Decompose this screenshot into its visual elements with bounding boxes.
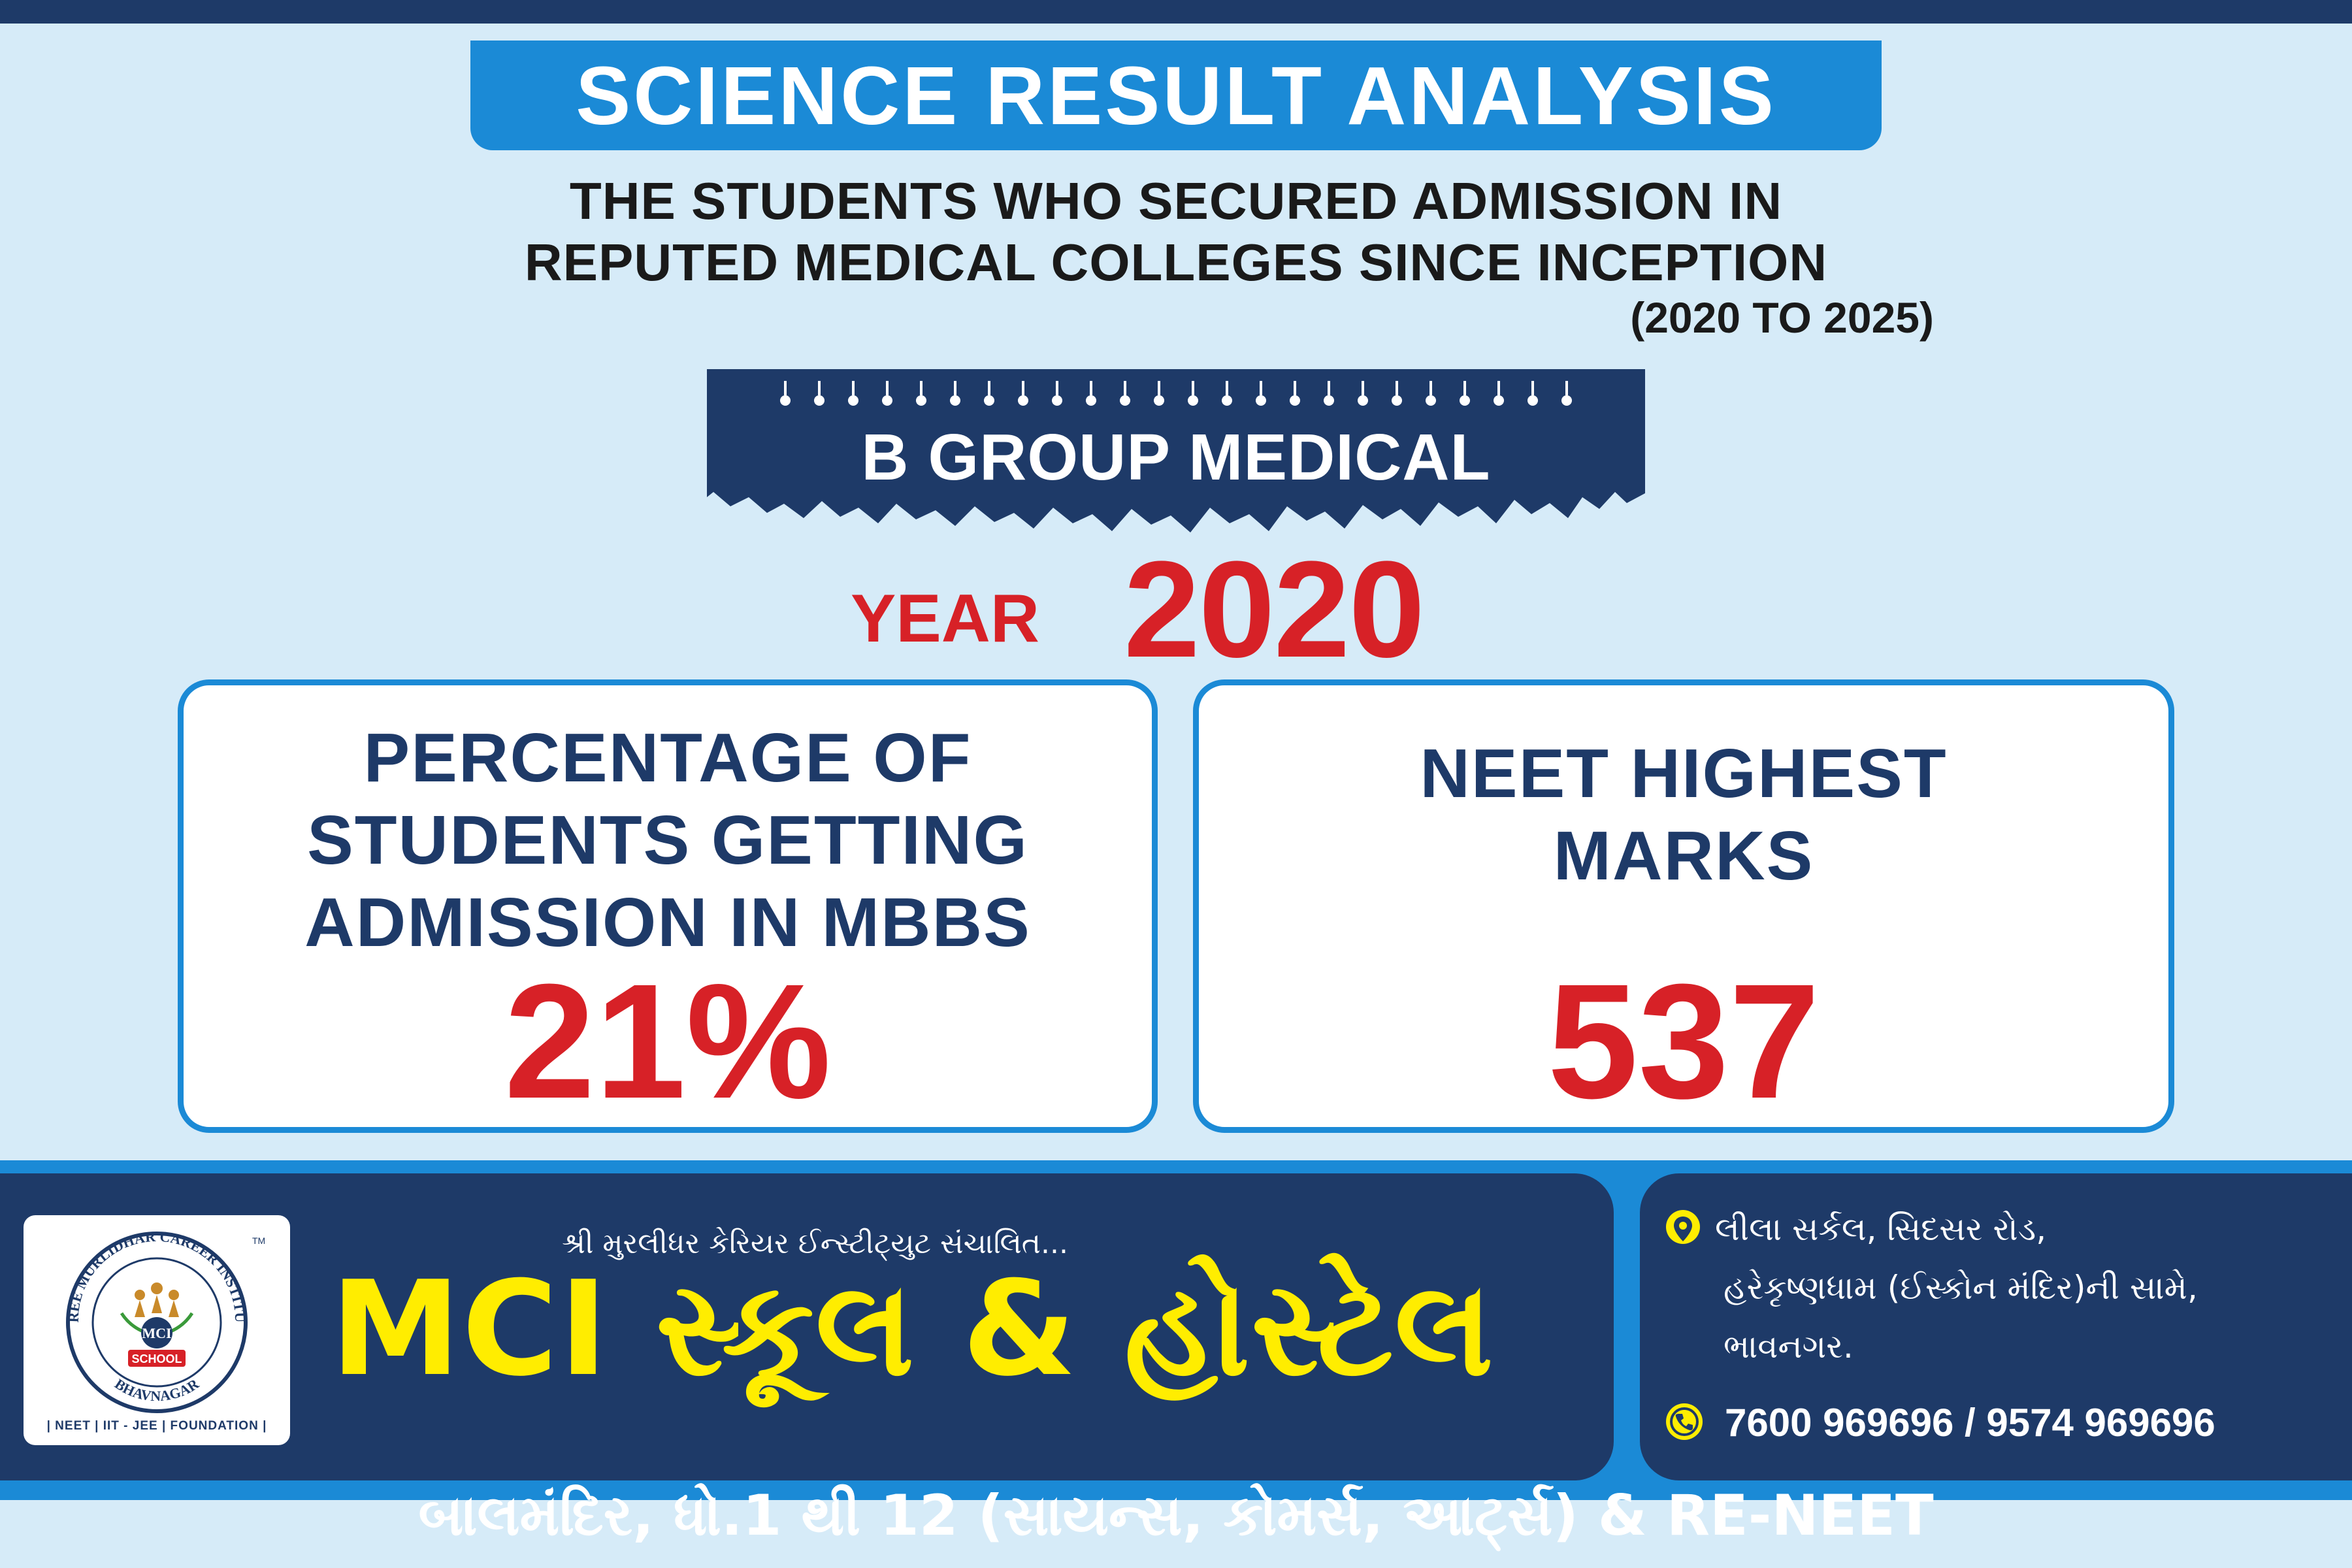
card-title-line: STUDENTS GETTING: [307, 802, 1028, 879]
location-pin-icon: [1666, 1210, 1700, 1244]
banner-label: B GROUP MEDICAL: [861, 421, 1491, 494]
mbbs-percentage-card: PERCENTAGE OF STUDENTS GETTING ADMISSION…: [178, 679, 1158, 1133]
phone-icon: [1666, 1403, 1703, 1440]
card-title-line: MARKS: [1553, 817, 1814, 894]
contact-panel: [1640, 1173, 2352, 1480]
subtitle-years: (2020 TO 2025): [1630, 293, 1934, 342]
torn-banner-shape: [707, 369, 1645, 532]
logo-center-text: MCI: [142, 1325, 171, 1341]
brand-tagline: શ્રી મુરલીધર કેરિયર ઈન્સ્ટીટ્યુટ સંચાલિત…: [562, 1227, 1068, 1260]
card-title-line: ADMISSION IN MBBS: [304, 884, 1031, 961]
card-title-line: NEET HIGHEST: [1420, 735, 1948, 812]
address-line: લીલા સર્કલ, સિદસર રોડ,: [1715, 1210, 2047, 1248]
trademark-mark: TM: [252, 1235, 265, 1246]
subtitle-line-1: THE STUDENTS WHO SECURED ADMISSION IN: [569, 172, 1783, 230]
address-line: ભાવનગર.: [1723, 1328, 1854, 1365]
logo-emblem: SHREE MURLIDHAR CAREER INSTITUTE BHAVNAG…: [24, 1215, 265, 1413]
footer-courses: બાલમંદિર, ધો.1 થી 12 (સાયન્સ, કોમર્સ, આર…: [418, 1483, 1934, 1548]
top-stripe: [0, 0, 2352, 24]
year-value: 2020: [1124, 532, 1425, 686]
group-banner: B GROUP MEDICAL: [707, 369, 1645, 538]
neet-highest-value: 537: [1547, 950, 1820, 1132]
phone-numbers: 7600 969696 / 9574 969696: [1725, 1401, 2215, 1445]
title-banner: SCIENCE RESULT ANALYSIS: [470, 41, 1882, 150]
logo-tagline: | NEET | IIT - JEE | FOUNDATION |: [46, 1419, 267, 1433]
people-icon: [135, 1282, 179, 1317]
address-line: હરેકૃષ્ણધામ (ઈસ્કોન મંદિર)ની સામે,: [1723, 1269, 2198, 1307]
page-title: SCIENCE RESULT ANALYSIS: [576, 49, 1776, 142]
neet-highest-card: NEET HIGHEST MARKS 537: [1193, 679, 2174, 1133]
subtitle-line-2: REPUTED MEDICAL COLLEGES SINCE INCEPTION: [524, 233, 1828, 291]
card-title-line: PERCENTAGE OF: [363, 719, 972, 796]
school-logo: SHREE MURLIDHAR CAREER INSTITUTE BHAVNAG…: [24, 1215, 290, 1445]
year-label: YEAR: [851, 581, 1039, 657]
brand-name: MCI સ્કૂલ & હોસ્ટેલ: [331, 1253, 1495, 1405]
logo-badge-text: SCHOOL: [131, 1352, 182, 1365]
mbbs-percentage-value: 21%: [504, 950, 832, 1132]
